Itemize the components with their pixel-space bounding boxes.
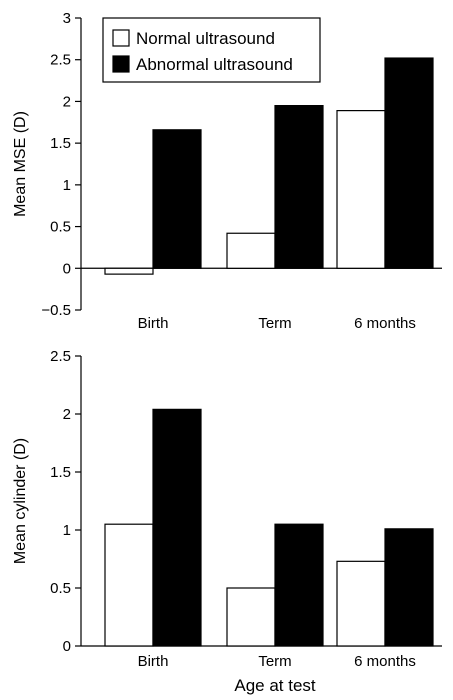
y-tick-label: 1 <box>63 522 71 539</box>
shared-x-axis-label: Age at test <box>234 676 316 695</box>
bar-abnormal-ultrasound <box>152 408 202 647</box>
legend-label-normal: Normal ultrasound <box>136 29 275 48</box>
bar-normal-ultrasound <box>104 267 154 275</box>
bar-normal-ultrasound <box>226 232 276 269</box>
legend-swatch-normal <box>112 29 130 47</box>
y-tick-label: 1.5 <box>50 135 71 152</box>
x-category-label: Term <box>258 653 291 670</box>
mse-chart: −0.5 0 0.5 1 1.5 2 2.5 3 Mean MSE (D) Birth Term 6 … <box>12 10 442 332</box>
y-tick-label: 2.5 <box>50 348 71 365</box>
legend: Normal ultrasound Abnormal ultrasound <box>102 17 321 83</box>
y-tick-label: 0.5 <box>50 219 71 236</box>
y-tick-label: 2 <box>63 406 71 423</box>
y-tick-label: 0 <box>63 638 71 655</box>
bar-normal-ultrasound <box>104 523 154 647</box>
y-tick-label: 0.5 <box>50 580 71 597</box>
bar-abnormal-ultrasound <box>274 104 324 269</box>
x-category-label: Term <box>258 315 291 332</box>
bar-normal-ultrasound <box>336 560 386 647</box>
y-axis-label: Mean MSE (D) <box>12 111 29 217</box>
bar-abnormal-ultrasound <box>152 129 202 269</box>
cylinder-chart: 0 0.5 1 1.5 2 2.5 Mean cylinder (D) Birth Term 6 … <box>12 348 442 670</box>
y-tick-label: 2 <box>63 93 71 110</box>
legend-label-abnormal: Abnormal ultrasound <box>136 55 293 74</box>
legend-box <box>102 17 321 83</box>
y-tick-label: 1 <box>63 177 71 194</box>
y-tick-label: 0 <box>63 260 71 277</box>
bar-normal-ultrasound <box>226 587 276 647</box>
bar-abnormal-ultrasound <box>384 57 434 269</box>
legend-swatch-abnormal <box>112 55 130 73</box>
bar-abnormal-ultrasound <box>384 528 434 647</box>
x-category-label: 6 months <box>354 653 416 670</box>
y-tick-label: 1.5 <box>50 464 71 481</box>
bar-normal-ultrasound <box>336 110 386 269</box>
x-category-label: Birth <box>138 315 169 332</box>
y-tick-label: −0.5 <box>41 302 71 319</box>
y-tick-label: 2.5 <box>50 52 71 69</box>
x-category-label: Birth <box>138 653 169 670</box>
y-axis-label: Mean cylinder (D) <box>12 438 29 564</box>
bar-abnormal-ultrasound <box>274 523 324 647</box>
x-category-label: 6 months <box>354 315 416 332</box>
y-tick-label: 3 <box>63 10 71 27</box>
